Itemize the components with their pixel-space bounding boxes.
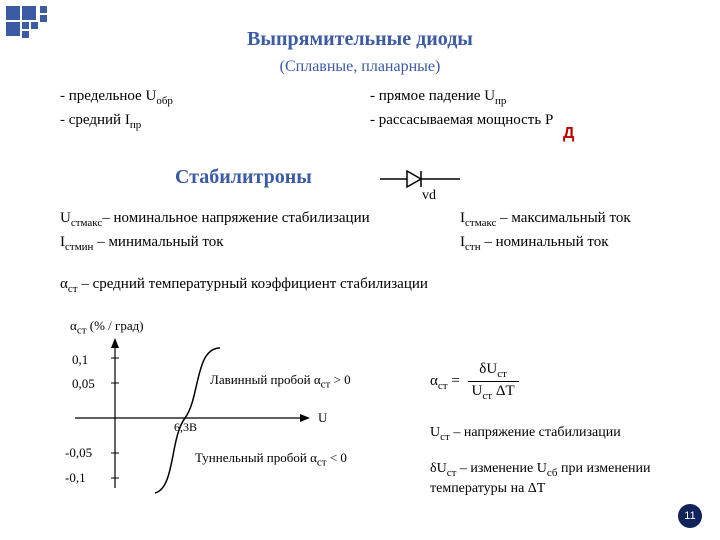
rect-params-row-2: - средний Iпр - рассасываемая мощность Р: [60, 112, 680, 131]
title-rectifier-diodes: Выпрямительные диоды: [0, 28, 720, 51]
istn: Iстн – номинальный ток: [460, 234, 609, 253]
vd-label: vd: [422, 188, 436, 204]
param-ipr: - средний Iпр: [60, 112, 141, 128]
param-upr: - прямое падение Uпр: [370, 88, 506, 107]
ytick-0.05: 0,05: [72, 376, 95, 392]
zener-row-2: Iстмин – минимальный ток Iстн – номиналь…: [60, 234, 680, 253]
param-power: - рассасываемая мощность Р: [370, 112, 553, 129]
ytick--0.05: -0,05: [65, 445, 92, 461]
def-ust: Uст – напряжение стабилизации: [430, 425, 621, 443]
param-uobr: - предельное Uобр: [60, 88, 173, 104]
def-dust: δUст – изменение Uсб при изменении темпе…: [430, 460, 690, 498]
istmax: Iстмакс – максимальный ток: [460, 210, 631, 229]
istmin: Iстмин – минимальный ток: [60, 234, 224, 250]
alpha-formula: αст = δUст Uст ΔT: [430, 360, 519, 403]
alpha-desc: αст – средний температурный коэффициент …: [60, 276, 680, 295]
tunnel-label: Туннельный пробой αст < 0: [195, 450, 347, 469]
mid-voltage: 6,3B: [174, 420, 197, 435]
page-number-badge: 11: [678, 504, 702, 528]
red-letter-d: Д: [563, 125, 574, 143]
subtitle-types: (Сплавные, планарные): [0, 58, 720, 76]
zener-diode-symbol-icon: [380, 168, 460, 190]
alpha-graph: [55, 338, 335, 498]
ytick--0.1: -0,1: [65, 470, 86, 486]
ustmax: Uстмакс– номинальное напряжение стабилиз…: [60, 210, 370, 226]
x-axis-label: U: [318, 410, 327, 426]
ytick-0.1: 0,1: [72, 352, 88, 368]
graph-y-axis-label: αст (% / град): [70, 318, 144, 337]
rect-params-row-1: - предельное Uобр - прямое падение Uпр: [60, 88, 680, 107]
title-zener: Стабилитроны: [175, 166, 312, 189]
zener-row-1: Uстмакс– номинальное напряжение стабилиз…: [60, 210, 680, 229]
avalanche-label: Лавинный пробой αст > 0: [210, 372, 351, 391]
